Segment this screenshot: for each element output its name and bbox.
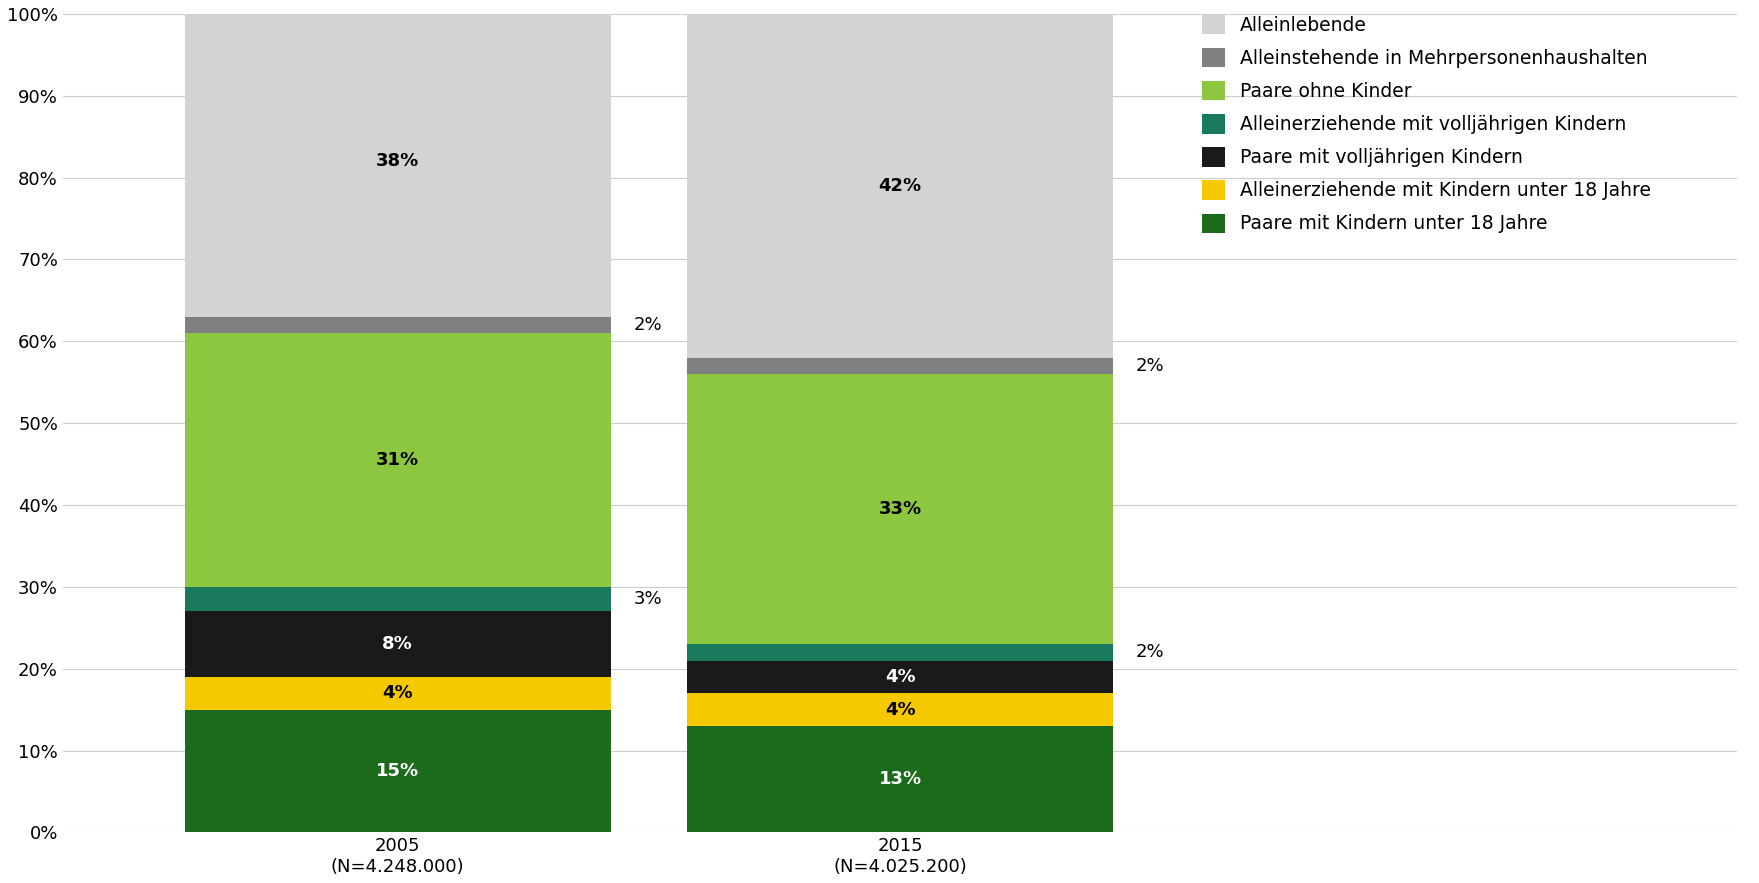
Text: 13%: 13% (878, 770, 922, 789)
Bar (688, 374, 1113, 645)
Bar (185, 611, 610, 677)
Bar (688, 660, 1113, 693)
Text: 4%: 4% (382, 684, 413, 702)
Bar (688, 693, 1113, 726)
Text: 8%: 8% (382, 635, 413, 653)
Bar (185, 333, 610, 587)
Bar (688, 358, 1113, 374)
Text: 2%: 2% (633, 316, 661, 334)
Text: 2%: 2% (1136, 644, 1164, 661)
Bar (185, 587, 610, 611)
Bar (688, 14, 1113, 358)
Bar (185, 6, 610, 317)
Text: 4%: 4% (885, 668, 915, 686)
Bar (185, 710, 610, 833)
Legend: Alleinlebende, Alleinstehende in Mehrpersonenhaushalten, Paare ohne Kinder, Alle: Alleinlebende, Alleinstehende in Mehrper… (1203, 15, 1652, 233)
Bar (688, 645, 1113, 660)
Text: 15%: 15% (376, 762, 419, 780)
Text: 4%: 4% (885, 700, 915, 719)
Bar (185, 677, 610, 710)
Bar (688, 726, 1113, 833)
Text: 38%: 38% (376, 152, 419, 170)
Text: 42%: 42% (878, 177, 922, 195)
Text: 2%: 2% (1136, 357, 1164, 375)
Text: 31%: 31% (376, 451, 419, 469)
Text: 3%: 3% (633, 590, 661, 608)
Text: 33%: 33% (878, 500, 922, 518)
Bar (185, 317, 610, 333)
